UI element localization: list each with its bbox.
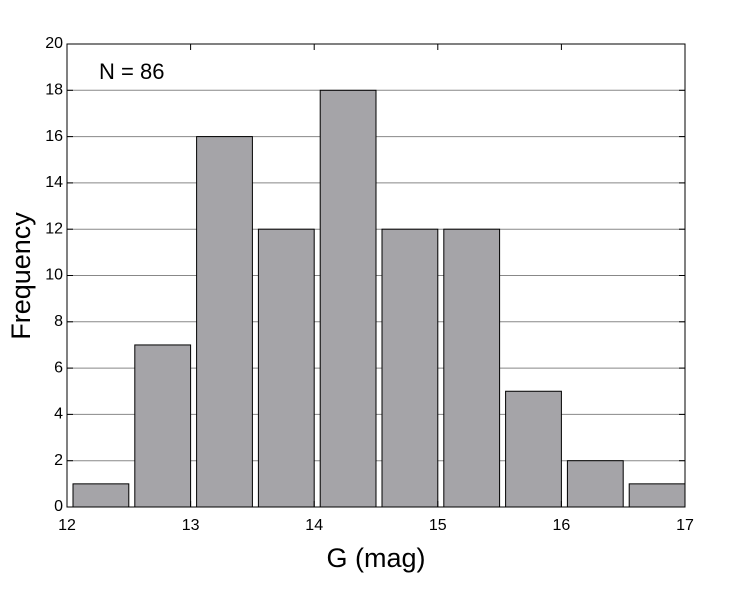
bar [566, 460, 624, 508]
y-tick-label: 18 [45, 82, 63, 99]
bar [72, 483, 130, 508]
bar [196, 136, 253, 508]
bar [134, 344, 192, 508]
x-tick-label: 17 [676, 517, 694, 534]
annotation: N = 86 [99, 59, 164, 84]
y-tick-label: 12 [45, 220, 63, 237]
y-tick-label: 0 [54, 498, 63, 515]
y-tick-label: 4 [54, 406, 63, 423]
bar [443, 228, 501, 508]
x-tick-label: 13 [182, 517, 200, 534]
bar [628, 483, 686, 508]
y-tick-label: 16 [45, 128, 63, 145]
y-axis-title: Frequency [6, 212, 36, 340]
x-tick-label: 15 [429, 517, 447, 534]
y-tick-label: 8 [54, 313, 63, 330]
x-tick-label: 14 [305, 517, 323, 534]
y-tick-label: 10 [45, 267, 63, 284]
bar [319, 89, 377, 508]
bar [381, 228, 439, 508]
y-tick-label: 14 [45, 174, 63, 191]
y-tick-label: 20 [45, 35, 63, 52]
bar [257, 228, 315, 508]
y-tick-label: 2 [54, 452, 63, 469]
bar [505, 390, 562, 508]
x-tick-label: 12 [58, 517, 76, 534]
y-tick-label: 6 [54, 359, 63, 376]
plot-frame [66, 43, 686, 508]
x-axis-title: G (mag) [326, 543, 425, 573]
x-tick-label: 16 [553, 517, 571, 534]
